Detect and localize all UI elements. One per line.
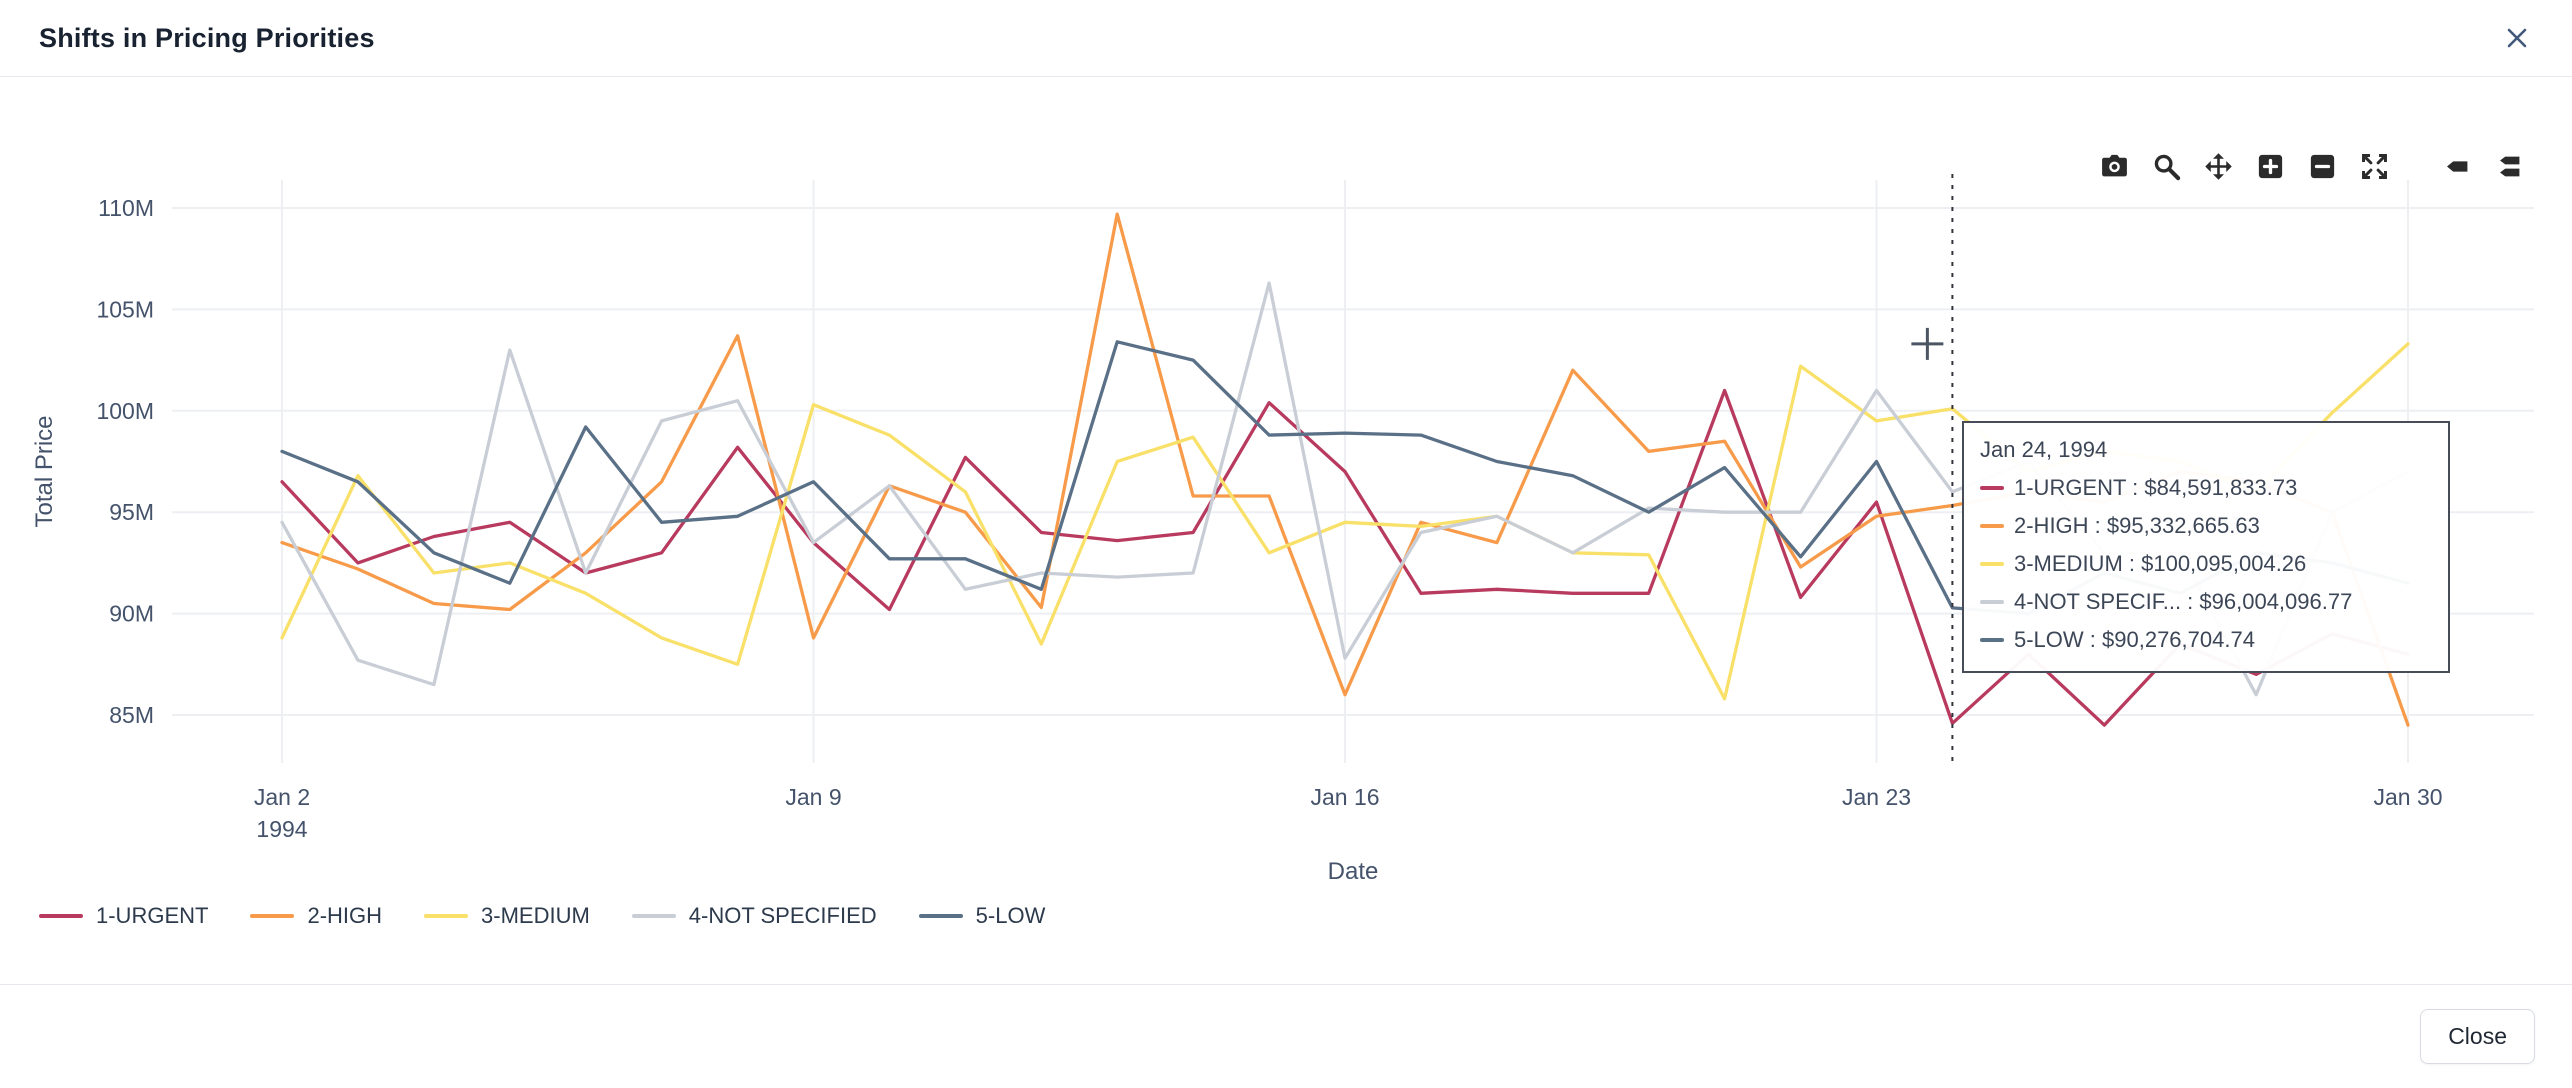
svg-text:85M: 85M: [109, 702, 154, 728]
tooltip-swatch-not-specified: [1980, 600, 2004, 604]
tooltip-row: 3-MEDIUM : $100,095,004.26: [1980, 545, 2432, 583]
tooltip-swatch-low: [1980, 638, 2004, 642]
svg-text:Jan 23: Jan 23: [1842, 784, 1911, 810]
legend-item-5-low[interactable]: 5-LOW: [918, 903, 1046, 929]
svg-text:110M: 110M: [98, 195, 154, 221]
svg-text:95M: 95M: [109, 499, 154, 525]
svg-text:100M: 100M: [96, 398, 154, 424]
tooltip-date: Jan 24, 1994: [1980, 437, 2108, 462]
tooltip-text-high: 2-HIGH : $95,332,665.63: [2014, 513, 2260, 538]
tooltip-text-urgent: 1-URGENT : $84,591,833.73: [2014, 475, 2298, 500]
tooltip-swatch-medium: [1980, 562, 2004, 566]
modal-title: Shifts in Pricing Priorities: [39, 22, 375, 53]
legend-label-high: 2-HIGH: [307, 903, 383, 928]
hover-compare-button[interactable]: [2489, 148, 2524, 184]
zoom-in-icon: [2258, 154, 2283, 178]
legend-swatch-not-specified: [631, 914, 676, 918]
svg-text:Jan 9: Jan 9: [785, 784, 841, 810]
close-icon: [2507, 28, 2527, 48]
zoom-in-button[interactable]: [2253, 148, 2288, 184]
chart-legend: 1-URGENT 2-HIGH 3-MEDIUM 4-NOT SPECIFIED…: [39, 903, 1087, 929]
download-plot-button[interactable]: [2097, 148, 2132, 184]
tooltip-text-medium: 3-MEDIUM : $100,095,004.26: [2014, 551, 2307, 576]
hover-closest-button[interactable]: [2437, 148, 2472, 184]
legend-item-4-not-specified[interactable]: 4-NOT SPECIFIED: [631, 903, 877, 929]
legend-label-medium: 3-MEDIUM: [481, 903, 590, 928]
svg-text:Total Price: Total Price: [31, 415, 58, 527]
magnifier-icon: [2154, 154, 2181, 180]
tooltip-row: 4-NOT SPECIF... : $96,004,096.77: [1980, 583, 2432, 621]
legend-item-3-medium[interactable]: 3-MEDIUM: [424, 903, 590, 929]
autoscale-button[interactable]: [2357, 148, 2392, 184]
svg-text:90M: 90M: [109, 601, 154, 627]
tooltip-swatch-high: [1980, 524, 2004, 528]
zoom-mode-button[interactable]: [2149, 148, 2184, 184]
hover-tooltip: Jan 24, 1994 1-URGENT : $84,591,833.73 2…: [1962, 421, 2450, 673]
svg-text:Jan 30: Jan 30: [2373, 784, 2442, 810]
zoom-out-button[interactable]: [2305, 148, 2340, 184]
close-button[interactable]: Close: [2420, 1009, 2535, 1064]
camera-icon: [2102, 154, 2127, 176]
tooltip-swatch-urgent: [1980, 486, 2004, 490]
legend-item-2-high[interactable]: 2-HIGH: [250, 903, 382, 929]
legend-swatch-medium: [424, 914, 469, 918]
tooltip-text-low: 5-LOW : $90,276,704.74: [2014, 627, 2255, 652]
legend-swatch-high: [250, 914, 295, 918]
legend-label-urgent: 1-URGENT: [96, 903, 209, 928]
close-x-button[interactable]: [2496, 17, 2538, 59]
legend-swatch-low: [918, 914, 963, 918]
tooltip-row: 2-HIGH : $95,332,665.63: [1980, 507, 2432, 545]
svg-text:Jan 2: Jan 2: [254, 784, 310, 810]
zoom-out-icon: [2310, 154, 2335, 178]
hover-compare-icon: [2500, 156, 2520, 176]
svg-text:105M: 105M: [96, 296, 154, 322]
legend-label-low: 5-LOW: [975, 903, 1046, 928]
modal-header: Shifts in Pricing Priorities: [0, 0, 2572, 77]
legend-swatch-urgent: [39, 914, 83, 918]
legend-item-1-urgent[interactable]: 1-URGENT: [39, 903, 208, 929]
tooltip-row: 5-LOW : $90,276,704.74: [1980, 621, 2432, 659]
tooltip-row: 1-URGENT : $84,591,833.73: [1980, 469, 2432, 507]
svg-text:Jan 16: Jan 16: [1310, 784, 1379, 810]
modal-footer: Close: [0, 984, 2572, 1088]
hover-closest-icon: [2447, 160, 2468, 172]
svg-text:Date: Date: [1328, 858, 1379, 885]
tooltip-text-not-specified: 4-NOT SPECIF... : $96,004,096.77: [2014, 589, 2353, 614]
autoscale-icon: [2362, 153, 2387, 179]
legend-label-not-specified: 4-NOT SPECIFIED: [688, 903, 877, 928]
plotly-modebar: [2097, 148, 2524, 184]
pan-arrows-icon: [2205, 152, 2232, 180]
svg-text:1994: 1994: [256, 816, 307, 842]
pan-mode-button[interactable]: [2201, 148, 2236, 184]
